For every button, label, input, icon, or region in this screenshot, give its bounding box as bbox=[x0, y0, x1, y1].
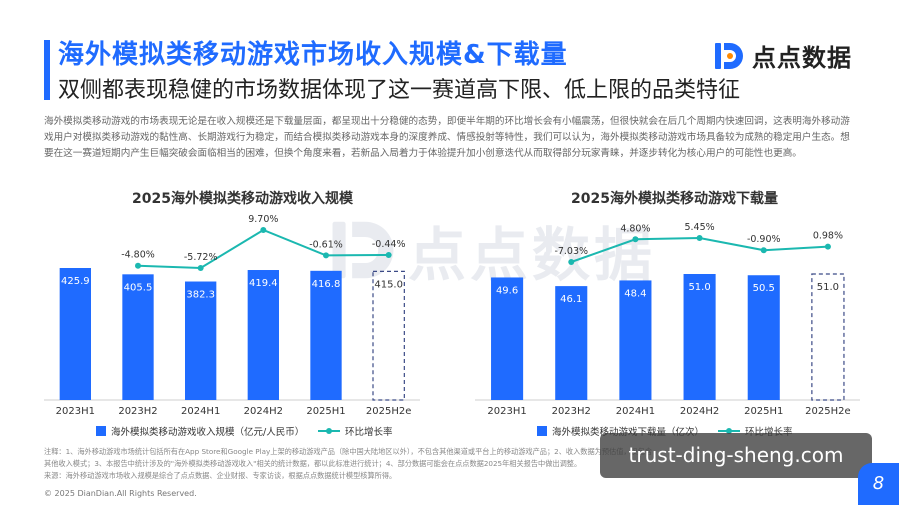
watermark-banner: trust-ding-sheng.com bbox=[600, 433, 872, 478]
downloads-bar-value-label: 46.1 bbox=[560, 294, 582, 305]
title-accent-bar bbox=[44, 40, 50, 100]
downloads-growth-point bbox=[696, 235, 703, 241]
revenue-bar-estimate bbox=[372, 270, 405, 401]
revenue-category-tick: 2024H1 bbox=[181, 406, 220, 417]
brand-logo-group: 点点数据 bbox=[712, 38, 852, 73]
legend-line-swatch bbox=[718, 426, 740, 436]
revenue-legend-line-label: 环比增长率 bbox=[345, 427, 393, 438]
downloads-legend-bar: 海外模拟类移动游戏下载量（亿次） bbox=[537, 424, 704, 438]
revenue-category-tick: 2023H1 bbox=[56, 406, 95, 417]
revenue-bar-value-label: 415.0 bbox=[374, 279, 403, 290]
downloads-growth-point bbox=[760, 247, 767, 254]
revenue-legend-bar: 海外模拟类移动游戏收入规模（亿元/人民币） bbox=[96, 424, 304, 438]
revenue-bar bbox=[122, 274, 154, 400]
downloads-bar bbox=[491, 277, 524, 400]
revenue-growth-label: -0.44% bbox=[372, 239, 406, 250]
revenue-bar-value-label: 382.3 bbox=[186, 290, 215, 301]
revenue-bar bbox=[59, 268, 91, 400]
footnotes: 注释：1、海外移动游戏市场统计包括所有在App Store和Google Pla… bbox=[44, 446, 804, 482]
revenue-growth-point bbox=[135, 262, 141, 269]
downloads-growth-point bbox=[824, 243, 831, 250]
revenue-bar bbox=[310, 270, 342, 400]
center-watermark: 点点数据 bbox=[326, 208, 656, 292]
intro-paragraph: 海外模拟类移动游戏的市场表现无论是在收入规模还是下载量层面，都呈现出十分稳健的态… bbox=[44, 116, 850, 159]
downloads-category-tick: 2024H1 bbox=[616, 406, 655, 417]
revenue-growth-label: 9.70% bbox=[248, 214, 278, 225]
revenue-bar-value-label: 425.9 bbox=[61, 276, 90, 287]
downloads-growth-label: 0.98% bbox=[813, 231, 843, 242]
downloads-category-tick: 2025H1 bbox=[744, 406, 783, 417]
downloads-legend-line-label: 环比增长率 bbox=[745, 424, 793, 438]
revenue-category-tick: 2025H1 bbox=[306, 406, 345, 417]
page-number-badge: 8 bbox=[858, 463, 899, 505]
downloads-category-tick: 2025H2e bbox=[805, 406, 850, 417]
downloads-bar bbox=[747, 275, 780, 400]
downloads-category-tick: 2023H1 bbox=[487, 406, 526, 417]
downloads-growth-point bbox=[568, 259, 575, 265]
downloads-growth-label: 5.45% bbox=[684, 222, 714, 233]
downloads-bar-value-label: 49.6 bbox=[496, 285, 518, 296]
revenue-bar bbox=[185, 281, 217, 400]
revenue-category-tick: 2025H2e bbox=[366, 406, 411, 417]
revenue-chart-title: 2025海外模拟类移动游戏收入规模 bbox=[132, 191, 353, 207]
revenue-growth-label: -5.72% bbox=[184, 252, 218, 263]
downloads-chart-title: 2025海外模拟类移动游戏下载量 bbox=[571, 191, 778, 207]
revenue-growth-point bbox=[323, 252, 329, 259]
footnote-line: 注释：1、海外移动游戏市场统计包括所有在App Store和Google Pla… bbox=[44, 447, 653, 456]
revenue-bar-value-label: 405.5 bbox=[124, 282, 153, 293]
brand-name: 点点数据 bbox=[752, 44, 852, 72]
downloads-bar bbox=[619, 280, 652, 400]
revenue-category-tick: 2024H2 bbox=[244, 406, 283, 417]
revenue-growth-label: -4.80% bbox=[121, 250, 155, 261]
downloads-bar bbox=[555, 286, 588, 400]
watermark-logo-icon bbox=[332, 221, 394, 279]
downloads-category-tick: 2023H2 bbox=[552, 406, 591, 417]
downloads-legend-line: 环比增长率 bbox=[718, 424, 793, 438]
revenue-bar bbox=[247, 270, 279, 400]
downloads-growth-point bbox=[632, 236, 639, 243]
page-subtitle: 双侧都表现稳健的市场数据体现了这一赛道高下限、低上限的品类特征 bbox=[58, 78, 741, 103]
revenue-growth-point bbox=[385, 251, 392, 258]
downloads-legend-bar-label: 海外模拟类移动游戏下载量（亿次） bbox=[552, 424, 704, 438]
diandian-logo-icon bbox=[715, 42, 743, 69]
page-title: 海外模拟类移动游戏市场收入规模&下载量 bbox=[58, 40, 568, 70]
watermark-text: 点点数据 bbox=[408, 221, 657, 289]
revenue-bar-value-label: 416.8 bbox=[312, 279, 341, 290]
downloads-bar-value-label: 51.0 bbox=[817, 282, 839, 293]
legend-bar-swatch bbox=[96, 426, 106, 436]
revenue-growth-line bbox=[137, 228, 389, 270]
revenue-growth-label: -0.61% bbox=[309, 239, 343, 250]
downloads-growth-line bbox=[570, 236, 828, 263]
revenue-legend-bar-label: 海外模拟类移动游戏收入规模（亿元/人民币） bbox=[111, 427, 305, 438]
downloads-category-tick: 2024H2 bbox=[680, 406, 719, 417]
downloads-bar-value-label: 50.5 bbox=[753, 283, 775, 294]
downloads-bar-value-label: 51.0 bbox=[688, 282, 710, 293]
revenue-growth-point bbox=[260, 227, 267, 233]
downloads-bar-estimate bbox=[811, 273, 845, 401]
legend-bar-swatch bbox=[537, 426, 547, 436]
legend-line-swatch bbox=[318, 426, 340, 436]
revenue-category-tick: 2023H2 bbox=[118, 406, 157, 417]
footnote-source: 来源：海外移动游戏市场收入规模是综合了点点数据、企业财报、专家访谈，根据点点数据… bbox=[44, 471, 397, 480]
copyright: © 2025 DianDian.All Rights Reserved. bbox=[44, 489, 197, 498]
revenue-bar-value-label: 419.4 bbox=[249, 278, 278, 289]
revenue-growth-point bbox=[197, 265, 204, 271]
page-number: 8 bbox=[872, 473, 885, 494]
downloads-growth-label: 4.80% bbox=[620, 223, 650, 234]
downloads-growth-label: -7.03% bbox=[554, 246, 588, 257]
downloads-growth-label: -0.90% bbox=[747, 234, 781, 245]
footnote-line: 其他收入模式；3、本报告中统计涉及的"海外模拟类移动游戏收入"相关的统计数据，都… bbox=[44, 459, 582, 468]
revenue-legend-line: 环比增长率 bbox=[318, 424, 393, 438]
downloads-bar-value-label: 48.4 bbox=[624, 288, 646, 299]
downloads-bar bbox=[683, 274, 716, 400]
